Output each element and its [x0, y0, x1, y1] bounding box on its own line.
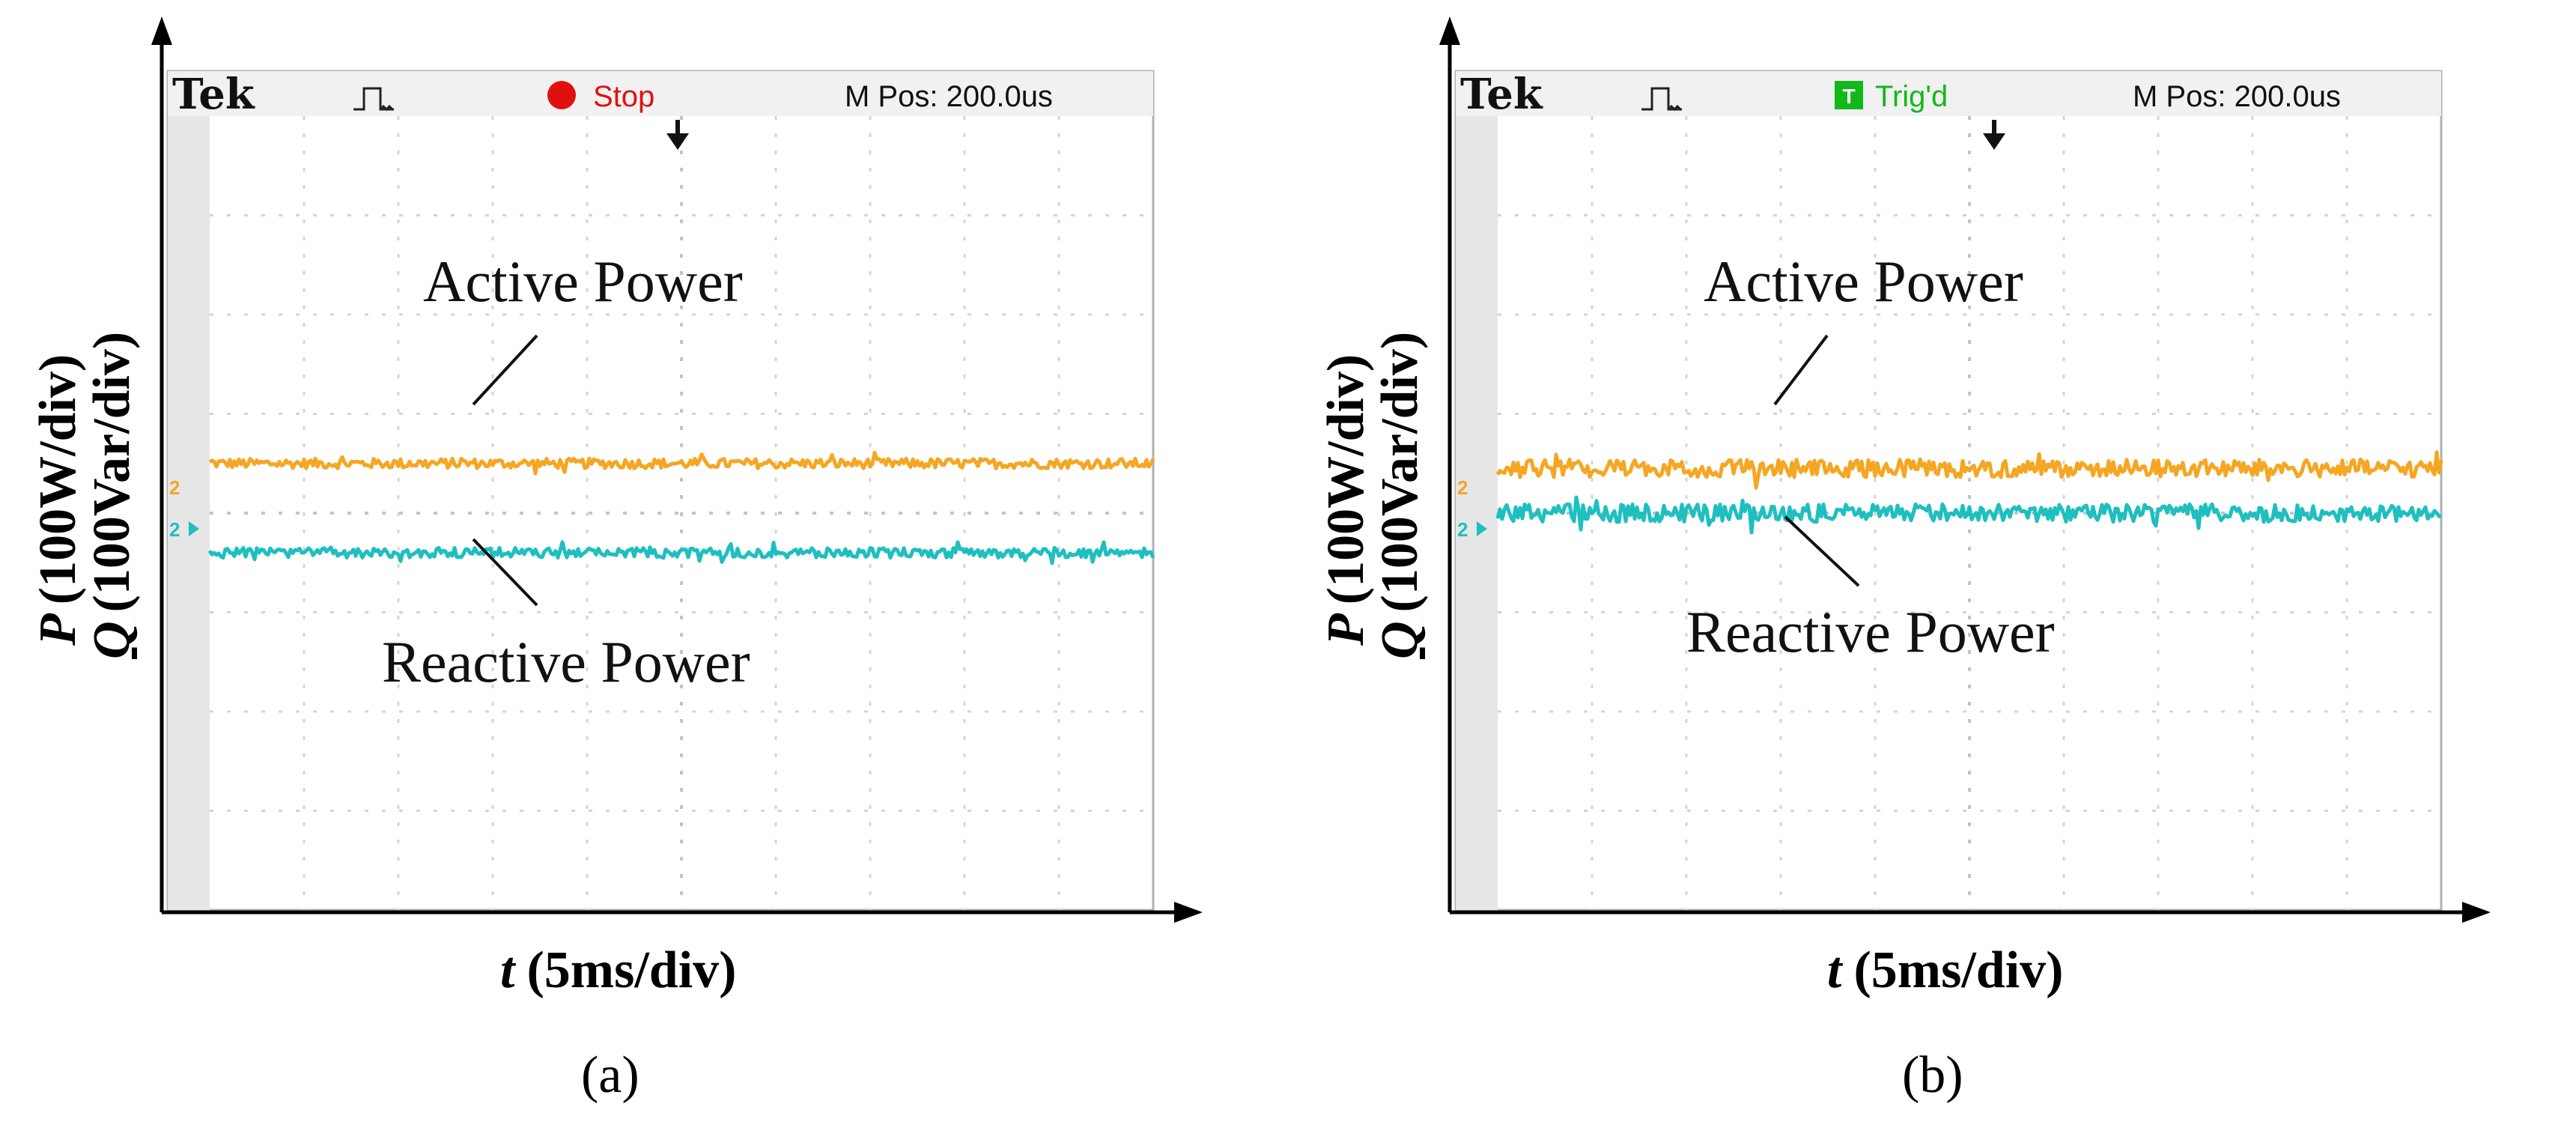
channel-marker-top: 2	[169, 476, 180, 499]
oscilloscope-panel-a: Tek Stop M Pos: 200.0us 2 2 Active Power…	[29, 16, 1203, 1104]
x-label-var: t	[500, 941, 517, 999]
y-axis-arrow-icon	[151, 16, 172, 45]
trace-active-power	[208, 451, 1155, 476]
channel-marker-top: 2	[1457, 476, 1468, 499]
y-label-q-unit: (100Var/div)	[1371, 332, 1429, 613]
m-pos-readout: M Pos: 200.0us	[845, 80, 1053, 113]
trigger-badge-glyph: T	[1842, 85, 1855, 108]
annotation-active-leader	[472, 334, 538, 406]
channel-arrow-icon	[1477, 521, 1487, 536]
channel-2-marker: 2 2	[169, 476, 199, 541]
oscilloscope-panel-b: Tek T Trig'd M Pos: 200.0us 2 2 Active P…	[1288, 0, 2576, 1128]
y-label-p-unit: (100W/div)	[29, 354, 87, 604]
x-label-var: t	[1827, 941, 1844, 999]
m-pos-value: M Pos: 200.0	[2133, 80, 2309, 113]
y-label-p-unit: (100W/div)	[1317, 354, 1375, 604]
trace-reactive-power	[1495, 495, 2442, 535]
annotation-active-power: Active Power	[423, 249, 743, 314]
trace-active-power	[1495, 450, 2443, 490]
tek-brand-label: Tek	[1460, 70, 1543, 119]
trigger-badge-icon	[1835, 81, 1863, 109]
trigger-arrow-stem	[1992, 120, 1996, 135]
y-label-q-var: Q	[1371, 621, 1429, 659]
scope-status-bar	[168, 71, 1153, 116]
y-axis-label-p: P (100W/div)	[1317, 354, 1375, 646]
m-pos-unit: us	[1021, 80, 1053, 113]
x-axis-arrow-icon	[2462, 902, 2491, 923]
tek-brand-label: Tek	[172, 70, 255, 119]
y-axis-label-q: Q (100Var/div)	[83, 332, 141, 659]
m-pos-value: M Pos: 200.0	[845, 80, 1021, 113]
stop-dot-icon	[547, 81, 576, 109]
channel-arrow-icon	[189, 521, 199, 536]
scope-screen	[166, 70, 1155, 912]
channel-marker-label: 2	[1457, 518, 1468, 541]
annotation-reactive-leader	[472, 538, 538, 607]
traces	[1495, 450, 2443, 535]
scope-figure-b: Tek T Trig'd M Pos: 200.0us 2 2 Active P…	[1317, 16, 2491, 1104]
y-label-q-unit: (100Var/div)	[83, 332, 141, 613]
panel-label-b: (b)	[1902, 1046, 1963, 1104]
x-axis	[162, 902, 1203, 923]
x-axis	[1450, 902, 2491, 923]
channel-marker-label: 2	[169, 518, 180, 541]
x-axis-label: t (5ms/div)	[1827, 941, 2063, 999]
acquisition-status-label: Trig'd	[1875, 80, 1948, 113]
y-label-p-var: P	[1317, 613, 1375, 646]
y-axis	[1439, 16, 1460, 912]
channel-2-marker: 2 2	[1457, 476, 1487, 541]
m-pos-unit: us	[2309, 80, 2341, 113]
y-axis-arrow-icon	[1439, 16, 1460, 45]
acquisition-status-label: Stop	[593, 80, 654, 113]
trace-reactive-power	[207, 540, 1155, 565]
x-axis-arrow-icon	[1174, 902, 1203, 923]
trigger-position-arrow-icon	[666, 133, 689, 150]
y-axis	[151, 16, 172, 912]
pulse-waveform-icon	[1641, 87, 1682, 112]
annotation-reactive-power: Reactive Power	[382, 629, 750, 694]
y-label-p-var: P	[29, 613, 87, 646]
scope-left-strip	[1456, 116, 1498, 910]
scope-status-bar	[1456, 71, 2441, 116]
trigger-arrow-stem	[675, 120, 680, 135]
annotation-active-leader	[1773, 334, 1829, 406]
annotation-reactive-power: Reactive Power	[1686, 599, 2055, 664]
scope-screen	[1454, 70, 2443, 912]
y-axis-label-p: P (100W/div)	[29, 354, 87, 646]
m-pos-readout: M Pos: 200.0us	[2133, 80, 2341, 113]
graticule	[210, 116, 1153, 910]
traces	[207, 451, 1155, 565]
x-axis-label: t (5ms/div)	[500, 941, 736, 999]
y-axis-label-q: Q (100Var/div)	[1371, 332, 1429, 659]
pulse-waveform-icon	[353, 87, 394, 112]
annotation-reactive-leader	[1784, 515, 1860, 587]
scope-left-strip	[168, 116, 210, 910]
x-label-unit: (5ms/div)	[526, 941, 736, 999]
annotation-active-power: Active Power	[1704, 249, 2023, 314]
x-label-unit: (5ms/div)	[1853, 941, 2063, 999]
panel-label-a: (a)	[581, 1046, 640, 1104]
scope-figure-a: Tek Stop M Pos: 200.0us 2 2 Active Power…	[29, 16, 1203, 1104]
y-label-q-var: Q	[83, 621, 141, 659]
trigger-position-arrow-icon	[1983, 133, 2005, 150]
